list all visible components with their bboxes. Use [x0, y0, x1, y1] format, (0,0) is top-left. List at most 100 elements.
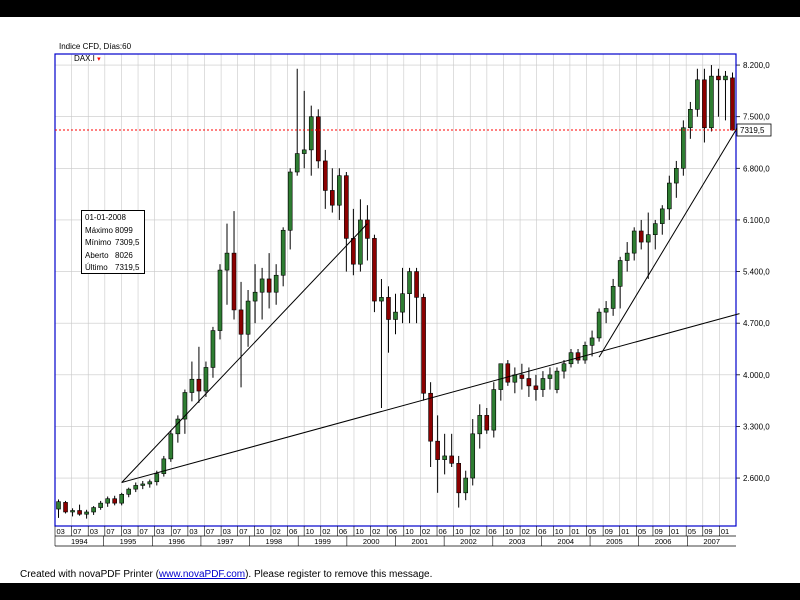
candle-body [681, 127, 686, 169]
candle-body [631, 230, 637, 254]
month-label: 02 [522, 527, 530, 536]
candle-body [308, 116, 314, 151]
info-box: 01-01-2008 Máximo 8099 Mínimo 7309,5 Abert… [81, 210, 145, 274]
candle-body [175, 418, 181, 435]
candle-body [105, 498, 110, 504]
candle-body [266, 278, 272, 293]
candle-body [667, 182, 672, 210]
candle-body [519, 374, 525, 379]
month-label: 02 [472, 527, 480, 536]
year-label: 1996 [168, 537, 185, 546]
candle-body [505, 363, 511, 383]
month-label: 03 [123, 527, 131, 536]
trendline [121, 313, 740, 483]
year-label: 1999 [314, 537, 331, 546]
candle-body [435, 440, 440, 460]
y-tick-label: 7.500,0 [743, 113, 770, 122]
month-label: 05 [638, 527, 646, 536]
candle-body [358, 219, 363, 265]
candle-body [252, 291, 258, 302]
novapdf-link[interactable]: www.novaPDF.com [158, 569, 246, 580]
year-label: 2003 [509, 537, 526, 546]
candle-body [140, 483, 146, 486]
candle-body [491, 389, 497, 431]
candlestick-chart: 2.600,0 3.300,0 4.000,0 4.700,0 5.400,0 6.100… [54, 53, 772, 547]
candle-body [561, 363, 567, 372]
month-label: 10 [405, 527, 413, 536]
candle-body [70, 510, 75, 513]
candle-body [582, 345, 588, 361]
candle-body [168, 433, 174, 460]
series-dropdown-icon[interactable]: ▾ [97, 56, 101, 63]
month-label: 10 [256, 527, 264, 536]
month-label: 10 [505, 527, 513, 536]
candle-body [652, 223, 658, 235]
month-label: 06 [439, 527, 447, 536]
candle-body [217, 269, 223, 331]
candle-body [526, 378, 532, 387]
candle-body [189, 378, 195, 393]
candle-body [414, 271, 419, 298]
candle-body [400, 293, 405, 313]
month-label: 07 [239, 527, 247, 536]
month-label: 10 [355, 527, 363, 536]
candle-body [351, 238, 356, 265]
candle-body [344, 175, 349, 239]
candle-body [126, 488, 132, 495]
year-label: 2002 [460, 537, 477, 546]
trendline [598, 123, 740, 358]
y-tick-label: 6.100,0 [743, 216, 770, 225]
candle-body [730, 77, 735, 131]
candle-body [63, 502, 68, 513]
month-label: 03 [189, 527, 197, 536]
candle-body [91, 507, 96, 513]
candle-body [449, 455, 454, 464]
candle-body [315, 116, 321, 162]
year-label: 1995 [120, 537, 137, 546]
month-label: 02 [272, 527, 280, 536]
candle-body [484, 415, 490, 431]
info-row: Aberto 8026 [85, 250, 133, 260]
candle-body [709, 75, 714, 129]
year-label: 1998 [266, 537, 283, 546]
month-label: 06 [339, 527, 347, 536]
candle-body [617, 260, 623, 287]
candle-body [575, 352, 581, 361]
candle-body [624, 252, 630, 261]
candle-body [702, 79, 707, 129]
candle-body [133, 485, 139, 490]
candle-body [407, 271, 412, 294]
y-tick-label: 5.400,0 [743, 268, 770, 277]
y-tick-label: 3.300,0 [743, 422, 770, 431]
month-label: 07 [73, 527, 81, 536]
candle-body [477, 415, 483, 435]
candle-body [330, 190, 335, 206]
month-label: 03 [57, 527, 65, 536]
candle-body [273, 274, 279, 293]
candle-body [498, 363, 504, 390]
month-label: 01 [571, 527, 579, 536]
y-tick-label: 2.600,0 [743, 474, 770, 483]
info-date: 01-01-2008 [85, 213, 126, 222]
trendline [121, 223, 368, 483]
month-label: 07 [173, 527, 181, 536]
candle-body [568, 352, 574, 365]
year-label: 1997 [217, 537, 234, 546]
footer-notice: Created with novaPDF Printer (www.novaPD… [20, 569, 433, 580]
month-label: 07 [106, 527, 114, 536]
info-row: Mínimo 7309,5 [85, 238, 140, 247]
candle-body [245, 300, 251, 335]
candle-body [203, 367, 209, 392]
y-tick-label: 4.700,0 [743, 319, 770, 328]
chart-page: 2.600,0 3.300,0 4.000,0 4.700,0 5.400,0 6.100… [0, 17, 800, 583]
candle-body [147, 481, 153, 485]
candle-body [379, 297, 384, 302]
month-label: 02 [422, 527, 430, 536]
candle-body [456, 463, 461, 494]
month-label: 02 [372, 527, 380, 536]
chart-title: Indice CFD, Días:60 [59, 42, 132, 51]
year-label: 2005 [606, 537, 623, 546]
year-label: 2004 [557, 537, 574, 546]
month-label: 01 [671, 527, 679, 536]
candle-body [610, 286, 616, 309]
